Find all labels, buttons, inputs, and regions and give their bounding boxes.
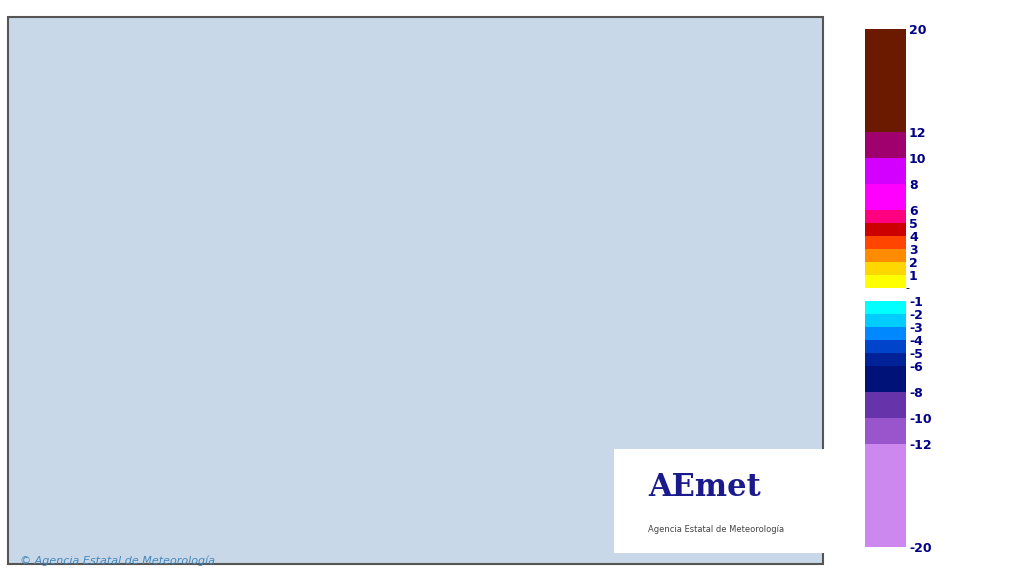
FancyBboxPatch shape [8, 17, 823, 564]
Text: Agencia Estatal de Meteorología: Agencia Estatal de Meteorología [648, 525, 784, 534]
Text: © Agencia Estatal de Meteorología: © Agencia Estatal de Meteorología [20, 556, 216, 566]
Text: AEmet: AEmet [648, 472, 761, 503]
